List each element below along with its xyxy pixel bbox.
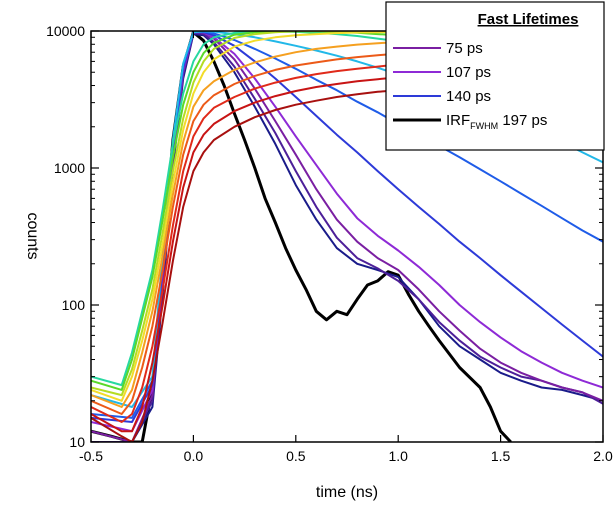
x-axis-title: time (ns) <box>316 484 378 501</box>
y-tick-label: 10 <box>69 434 85 450</box>
y-axis-title: counts <box>24 212 41 259</box>
axis-ticks: -0.5 0.0 0.5 1.0 1.5 2.0 10 100 1000 10000 <box>46 23 613 464</box>
legend-label-4: IRFFWHM 197 ps <box>446 112 547 131</box>
legend-label-3: 140 ps <box>446 88 491 105</box>
legend-title: Fast Lifetimes <box>478 11 579 28</box>
x-tick-label: 1.5 <box>491 448 511 464</box>
y-tick-label: 1000 <box>54 160 85 176</box>
legend-entries: 75 ps 107 ps 140 ps IRFFWHM 197 ps <box>393 40 547 131</box>
x-tick-label: 0.0 <box>184 448 204 464</box>
x-tick-label: 0.5 <box>286 448 306 464</box>
x-tick-label: 1.0 <box>388 448 408 464</box>
plot-frame <box>90 30 604 443</box>
legend-box <box>385 1 605 151</box>
legend-label-1: 75 ps <box>446 40 483 57</box>
y-tick-label: 10000 <box>46 23 85 39</box>
x-tick-label: -0.5 <box>79 448 103 464</box>
y-tick-label: 100 <box>62 297 86 313</box>
x-tick-label: 2.0 <box>593 448 613 464</box>
legend-label-2: 107 ps <box>446 64 491 81</box>
legend: Fast Lifetimes 75 ps 107 ps 140 ps IRFFWHM … <box>385 1 605 151</box>
